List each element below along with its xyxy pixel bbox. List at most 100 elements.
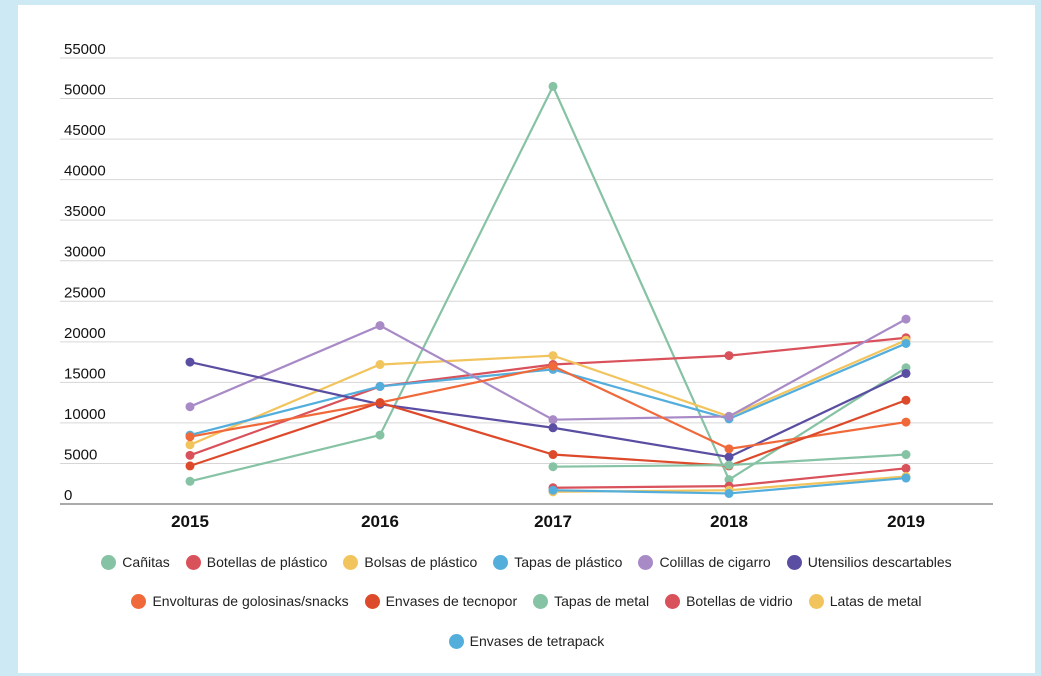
- legend-swatch: [131, 593, 147, 609]
- series-line: [189, 83, 907, 483]
- data-point: [901, 368, 911, 378]
- series-4: [185, 338, 911, 440]
- data-point: [185, 450, 195, 460]
- data-point: [901, 338, 911, 348]
- legend-label: Tapas de plástico: [514, 554, 623, 570]
- series-6: [185, 357, 911, 462]
- y-axis-ticks: 0 5000 10000 15000 20000 25000 30000 35000 40000…: [64, 41, 106, 504]
- data-point: [901, 314, 911, 324]
- data-point: [375, 381, 385, 391]
- data-point: [185, 357, 195, 367]
- data-point: [548, 81, 558, 91]
- legend-swatch: [493, 554, 509, 570]
- data-point: [724, 411, 734, 421]
- x-tick-label: 2018: [710, 512, 748, 531]
- y-tick-label: 55000: [64, 41, 106, 58]
- series-8: [185, 395, 911, 471]
- series-5: [185, 314, 911, 425]
- data-point: [901, 417, 911, 427]
- legend-swatch: [786, 554, 802, 570]
- data-point: [185, 440, 195, 450]
- x-tick-label: 2019: [887, 512, 925, 531]
- data-point: [548, 485, 558, 495]
- y-tick-label: 30000: [64, 244, 106, 261]
- series-lines: [185, 81, 911, 498]
- data-point: [375, 398, 385, 408]
- data-point: [724, 452, 734, 462]
- legend-row: Envases de tetrapack: [18, 633, 1035, 649]
- legend-item: Tapas de plástico: [493, 554, 622, 570]
- data-point: [548, 415, 558, 425]
- legend-label: Botellas de vidrio: [686, 593, 793, 609]
- series-line: [189, 342, 907, 437]
- data-point: [548, 423, 558, 433]
- x-tick-label: 2015: [171, 512, 209, 531]
- data-point: [901, 473, 911, 483]
- data-point: [724, 460, 734, 470]
- y-tick-label: 50000: [64, 82, 106, 99]
- y-tick-label: 10000: [64, 406, 106, 423]
- legend-item: Botellas de vidrio: [665, 593, 793, 609]
- legend-item: Utensilios descartables: [786, 554, 952, 570]
- legend-item: Cañitas: [101, 554, 170, 570]
- y-tick-label: 40000: [64, 163, 106, 180]
- x-tick-label: 2017: [534, 512, 572, 531]
- legend-item: Envolturas de golosinas/snacks: [131, 593, 349, 609]
- legend-swatch: [665, 593, 681, 609]
- data-point: [548, 351, 558, 361]
- legend-swatch: [185, 554, 201, 570]
- series-line: [189, 361, 907, 459]
- x-tick-label: 2016: [361, 512, 399, 531]
- legend-label: Colillas de cigarro: [659, 554, 771, 570]
- data-point: [901, 395, 911, 405]
- legend-label: Bolsas de plástico: [364, 554, 478, 570]
- y-tick-label: 25000: [64, 284, 106, 301]
- legend-item: Envases de tetrapack: [448, 633, 605, 649]
- legend-swatch: [638, 554, 654, 570]
- data-point: [724, 444, 734, 454]
- data-point: [901, 450, 911, 460]
- legend-item: Tapas de metal: [533, 593, 649, 609]
- y-tick-label: 5000: [64, 446, 97, 463]
- data-point: [724, 475, 734, 485]
- legend-swatch: [448, 633, 464, 649]
- legend-label: Envolturas de golosinas/snacks: [152, 593, 349, 609]
- legend-swatch: [343, 554, 359, 570]
- data-point: [375, 360, 385, 370]
- legend-row: Cañitas Botellas de plástico Bolsas de plá…: [18, 554, 1035, 570]
- legend-swatch: [364, 593, 380, 609]
- data-point: [548, 450, 558, 460]
- legend-label: Latas de metal: [829, 593, 922, 609]
- series-9: [548, 450, 911, 472]
- legend-item: Colillas de cigarro: [638, 554, 771, 570]
- legend-label: Cañitas: [122, 554, 170, 570]
- y-tick-label: 20000: [64, 325, 106, 342]
- series-1: [185, 81, 911, 486]
- series-12: [548, 473, 911, 498]
- legend-label: Utensilios descartables: [807, 554, 952, 570]
- data-point: [375, 321, 385, 331]
- legend-item: Botellas de plástico: [185, 554, 328, 570]
- series-2: [185, 333, 911, 460]
- legend-swatch: [533, 593, 549, 609]
- data-point: [724, 351, 734, 361]
- y-tick-label: 0: [64, 487, 72, 504]
- data-point: [185, 432, 195, 442]
- legend-label: Envases de tetrapack: [469, 633, 605, 649]
- data-point: [185, 402, 195, 412]
- legend-label: Tapas de metal: [554, 593, 650, 609]
- legend-swatch: [101, 554, 117, 570]
- legend-item: Envases de tecnopor: [364, 593, 518, 609]
- legend-label: Envases de tecnopor: [385, 593, 518, 609]
- y-tick-label: 35000: [64, 203, 106, 220]
- data-point: [548, 462, 558, 472]
- data-point: [901, 463, 911, 473]
- line-chart: 0 5000 10000 15000 20000 25000 30000 35000 40000…: [60, 41, 993, 531]
- data-point: [185, 461, 195, 471]
- data-point: [375, 430, 385, 440]
- grid-lines: [60, 57, 993, 505]
- legend-swatch: [808, 593, 824, 609]
- x-axis-ticks: 2015 2016 2017 2018 2019: [171, 512, 925, 531]
- data-point: [548, 361, 558, 371]
- legend-label: Botellas de plástico: [206, 554, 328, 570]
